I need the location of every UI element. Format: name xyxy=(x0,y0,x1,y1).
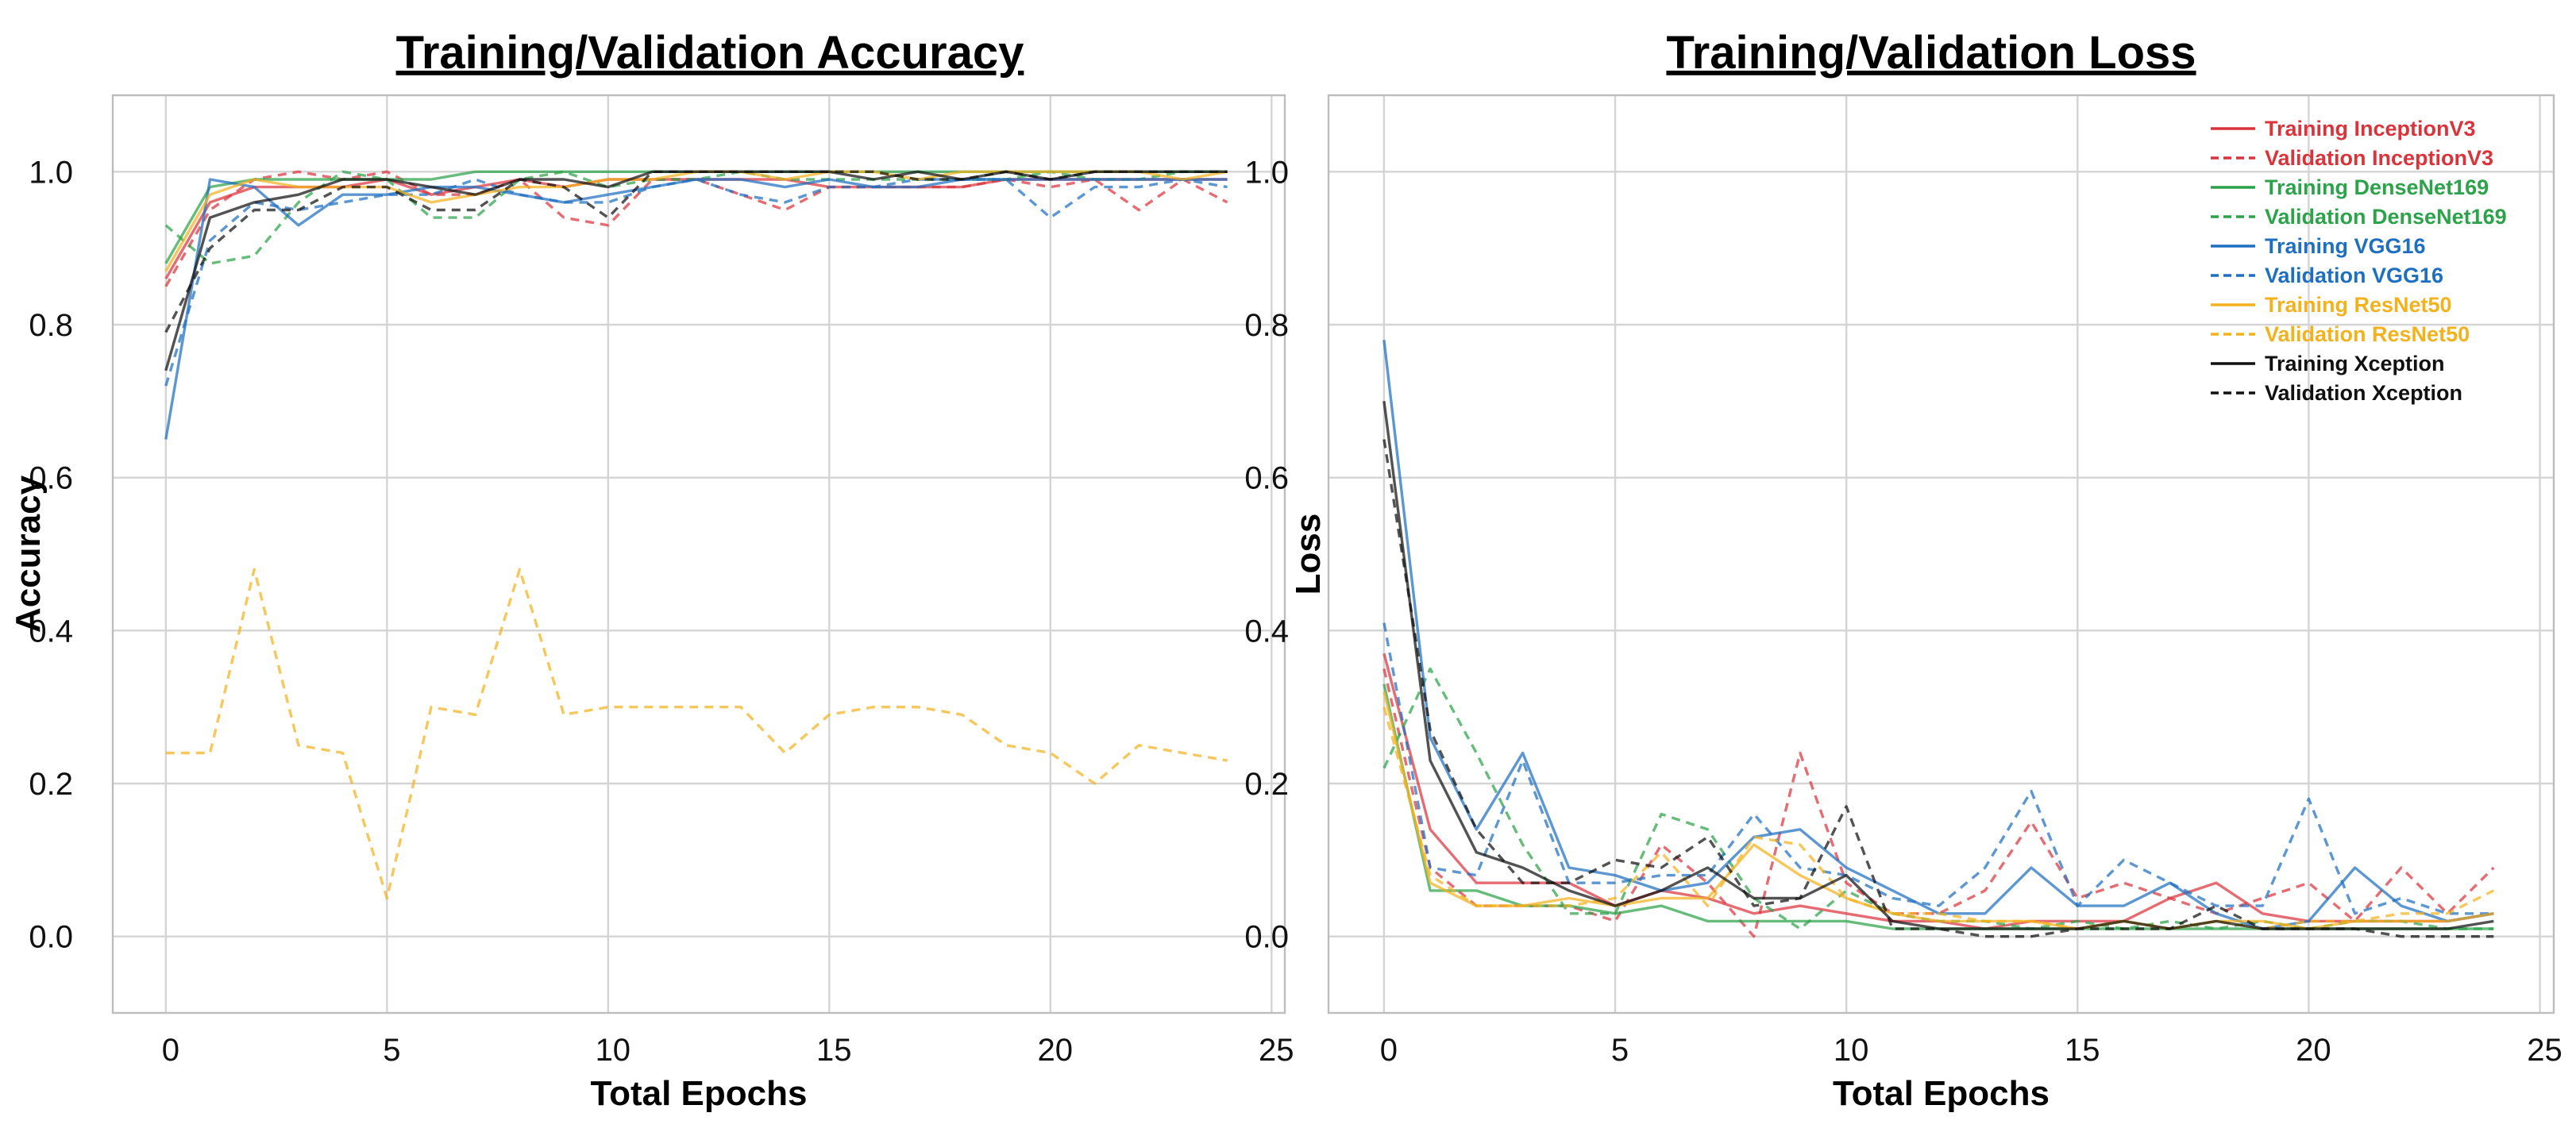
x-tick-label: 5 xyxy=(383,1033,400,1068)
accuracy-chart: 0.0 0.2 0.4 0.6 0.8 1.0 0 5 10 15 20 25 Training/Val… xyxy=(9,27,1294,1113)
y-tick-label: 0.8 xyxy=(29,308,73,343)
x-tick-label: 0 xyxy=(1380,1033,1398,1068)
legend-label-training-xception: Training Xception xyxy=(2265,352,2445,375)
legend: Training InceptionV3 Validation Inception… xyxy=(2211,117,2507,405)
legend-label-training-densenet169: Training DenseNet169 xyxy=(2265,175,2489,199)
series-line-training-inceptionv3 xyxy=(164,178,1228,280)
series-line-validation-resnet50 xyxy=(165,568,1228,900)
x-tick-label: 5 xyxy=(1611,1033,1629,1068)
x-tick-label: 25 xyxy=(1259,1033,1294,1068)
series-line-validation-inceptionv3 xyxy=(1382,668,2495,938)
x-tick-label: 20 xyxy=(1038,1033,1074,1068)
legend-label-training-inceptionv3: Training InceptionV3 xyxy=(2265,117,2476,141)
plot-frame xyxy=(1327,94,2555,1015)
x-tick-label: 15 xyxy=(816,1033,852,1068)
x-tick-label: 15 xyxy=(2065,1033,2100,1068)
series-line-training-xception xyxy=(164,170,1228,372)
chart-title: Training/Validation Accuracy xyxy=(396,27,1024,79)
y-tick-label: 0.2 xyxy=(1244,767,1289,802)
y-tick-label: 0.0 xyxy=(29,920,73,955)
series-line-validation-resnet50 xyxy=(1382,707,2495,930)
plot-frame xyxy=(111,94,1286,1015)
y-tick-label: 0.6 xyxy=(1244,461,1289,496)
series-line-validation-vgg16 xyxy=(1382,622,2494,915)
y-tick-label: 1.0 xyxy=(29,155,73,190)
y-tick-label: 0.4 xyxy=(1244,614,1289,649)
y-tick-label: 0.6 xyxy=(29,461,73,496)
x-tick-label: 0 xyxy=(162,1033,179,1068)
x-axis-title: Total Epochs xyxy=(1833,1074,2050,1113)
legend-label-validation-inceptionv3: Validation InceptionV3 xyxy=(2265,146,2493,170)
y-axis-title: Loss xyxy=(1289,514,1328,595)
chart-title: Training/Validation Loss xyxy=(1666,27,2196,79)
y-tick-label: 1.0 xyxy=(1244,155,1289,190)
loss-chart: 0.0 0.2 0.4 0.6 0.8 1.0 0 5 10 15 20 25 Training/Val… xyxy=(1244,27,2562,1113)
y-tick-label: 0.2 xyxy=(29,767,73,802)
series-line-training-inceptionv3 xyxy=(1382,653,2494,930)
y-tick-label: 0.8 xyxy=(1244,308,1289,343)
series-line-training-resnet50 xyxy=(1382,691,2494,930)
legend-label-validation-vgg16: Validation VGG16 xyxy=(2265,264,2443,287)
legend-label-validation-xception: Validation Xception xyxy=(2265,381,2462,405)
series-line-validation-xception xyxy=(164,170,1228,333)
y-tick-label: 0.0 xyxy=(1244,920,1289,955)
series-line-validation-xception xyxy=(1382,439,2494,938)
series-line-training-densenet169 xyxy=(1382,683,2494,930)
series-line-training-vgg16 xyxy=(164,178,1228,440)
series-line-validation-vgg16 xyxy=(164,178,1228,387)
x-tick-label: 10 xyxy=(596,1033,631,1068)
legend-label-training-vgg16: Training VGG16 xyxy=(2265,234,2426,258)
x-tick-label: 10 xyxy=(1834,1033,1869,1068)
y-tick-label: 0.4 xyxy=(29,614,73,649)
x-tick-label: 25 xyxy=(2527,1033,2563,1068)
series-line-training-vgg16 xyxy=(1382,340,2494,930)
series-line-validation-densenet169 xyxy=(1382,667,2494,930)
legend-label-validation-resnet50: Validation ResNet50 xyxy=(2265,322,2470,346)
x-axis-title: Total Epochs xyxy=(591,1074,808,1113)
x-tick-label: 20 xyxy=(2296,1033,2331,1068)
series-line-validation-inceptionv3 xyxy=(164,170,1228,287)
y-axis-title: Accuracy xyxy=(9,475,48,633)
legend-label-validation-densenet169: Validation DenseNet169 xyxy=(2265,205,2507,229)
legend-label-training-resnet50: Training ResNet50 xyxy=(2265,293,2452,317)
series-line-training-xception xyxy=(1382,401,2494,930)
